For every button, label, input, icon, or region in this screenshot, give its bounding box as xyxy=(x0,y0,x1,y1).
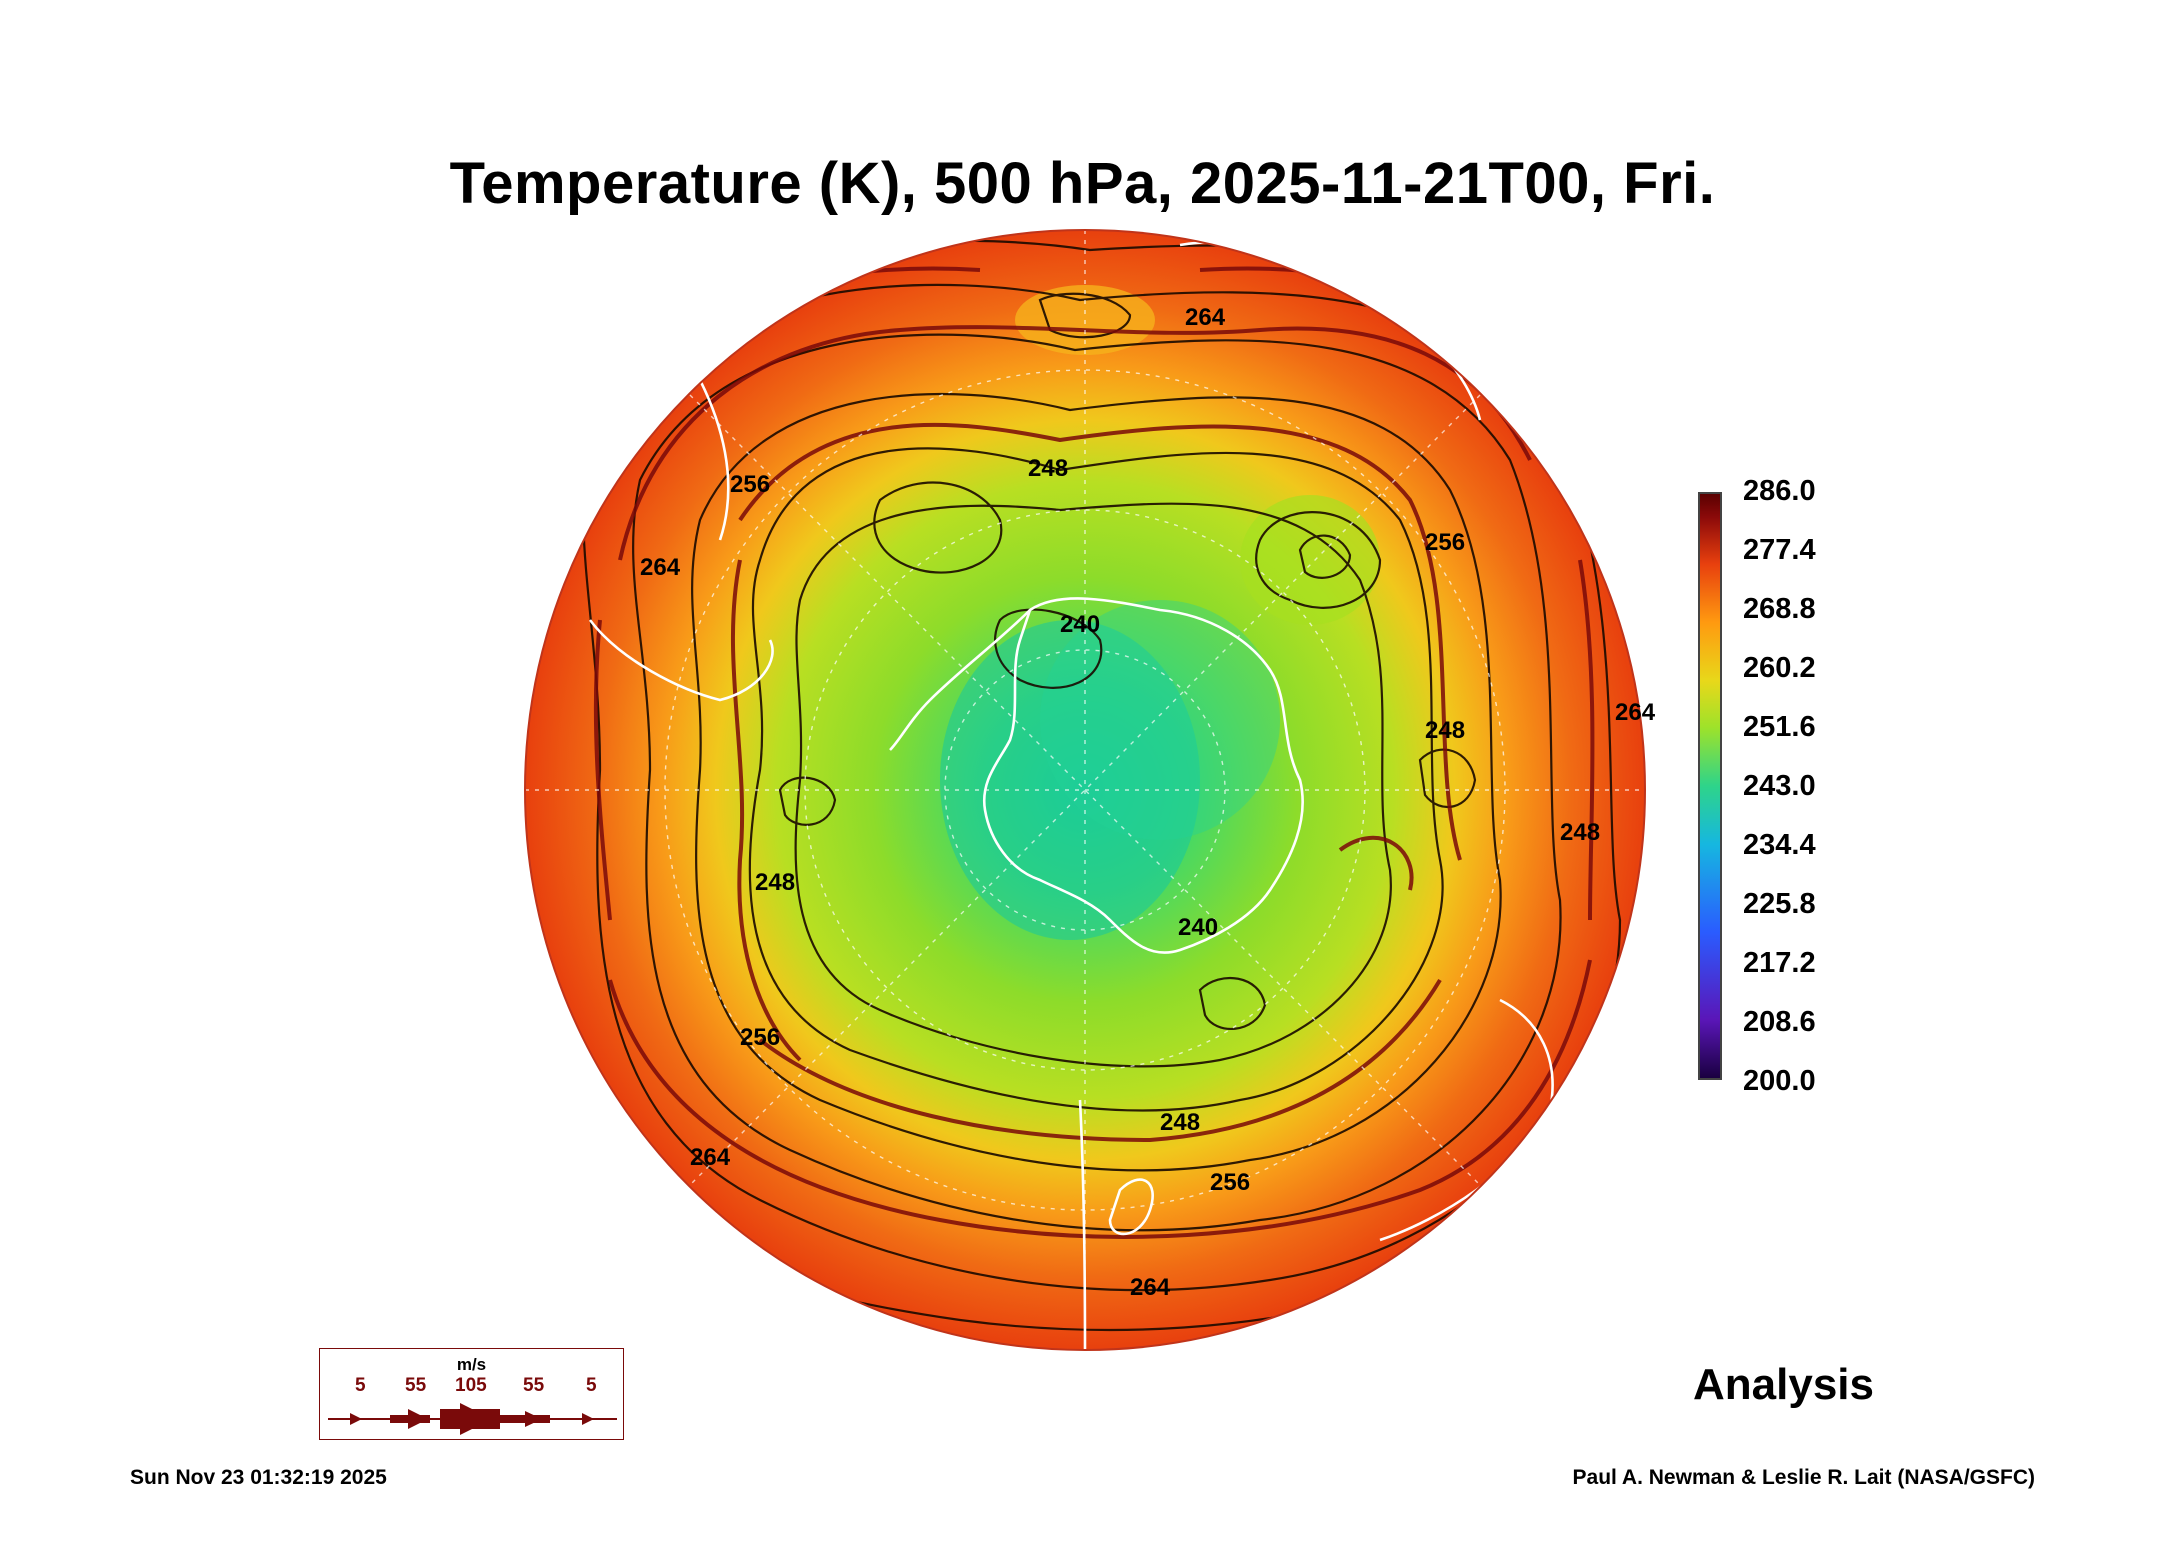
colorbar-tick-label: 234.4 xyxy=(1743,829,1816,861)
globe-outline xyxy=(524,229,1646,1351)
colorbar-tick-label: 200.0 xyxy=(1743,1065,1816,1097)
contour-label: 240 xyxy=(1060,611,1100,638)
colorbar-tick-label: 225.8 xyxy=(1743,888,1816,920)
cold-anomaly xyxy=(1240,495,1380,625)
contour-label: 248 xyxy=(1425,717,1465,744)
contour-label: 264 xyxy=(1130,1274,1171,1301)
wind-speed-label: 55 xyxy=(405,1375,427,1396)
contour-label: 256 xyxy=(1425,529,1465,556)
credit-line: Paul A. Newman & Leslie R. Lait (NASA/GS… xyxy=(1572,1466,2035,1489)
colorbar-tick-label: 243.0 xyxy=(1743,770,1816,802)
contour-label: 264 xyxy=(1615,699,1656,726)
colorbar-tick-label: 277.4 xyxy=(1743,534,1816,566)
wind-speed-scale-bar xyxy=(328,1403,617,1435)
wind-speed-label: 105 xyxy=(455,1375,487,1396)
colorbar-tick-label: 260.2 xyxy=(1743,652,1816,684)
analysis-label: Analysis xyxy=(1693,1360,1874,1409)
contour-label: 248 xyxy=(1160,1109,1200,1136)
chart-title: Temperature (K), 500 hPa, 2025-11-21T00,… xyxy=(449,151,1716,216)
contour-label: 248 xyxy=(1560,819,1600,846)
colorbar xyxy=(1698,492,1722,1080)
wind-unit-label: m/s xyxy=(456,1355,487,1374)
colorbar-tick-label: 217.2 xyxy=(1743,947,1816,979)
colorbar-tick-label: 268.8 xyxy=(1743,593,1816,625)
contour-label: 264 xyxy=(1185,304,1226,331)
contour-label: 248 xyxy=(755,869,795,896)
contour-label: 240 xyxy=(1178,914,1218,941)
contour-label: 248 xyxy=(1028,455,1068,482)
contour-label: 256 xyxy=(730,471,770,498)
colorbar-tick-label: 286.0 xyxy=(1743,475,1816,507)
colorbar-tick-label: 251.6 xyxy=(1743,711,1816,743)
wind-speed-label: 55 xyxy=(523,1375,545,1396)
contour-label: 264 xyxy=(690,1144,731,1171)
contour-label: 264 xyxy=(640,554,681,581)
wind-speed-label: 5 xyxy=(355,1375,366,1396)
contour-label: 256 xyxy=(740,1024,780,1051)
contour-label: 256 xyxy=(1210,1169,1250,1196)
render-timestamp: Sun Nov 23 01:32:19 2025 xyxy=(130,1466,387,1489)
colorbar-tick-label: 208.6 xyxy=(1743,1006,1816,1038)
graticule xyxy=(525,230,1645,1350)
wind-speed-label: 5 xyxy=(586,1375,597,1396)
wind-speed-legend: m/s 5 55 105 55 5 xyxy=(319,1348,624,1440)
cold-anomaly xyxy=(940,620,1200,940)
